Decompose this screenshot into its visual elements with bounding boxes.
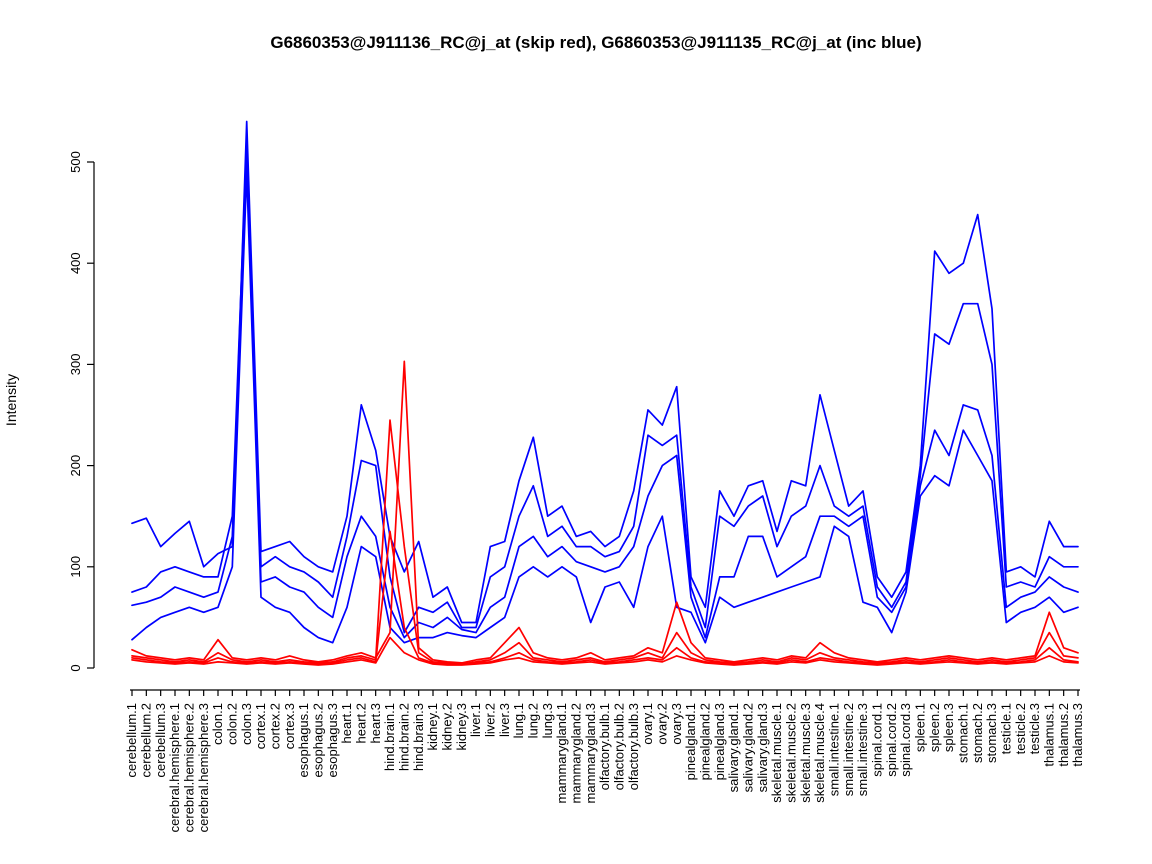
svg-text:spleen.1: spleen.1	[913, 703, 928, 752]
svg-text:cerebellum.3: cerebellum.3	[153, 703, 168, 777]
svg-text:hind.brain.3: hind.brain.3	[411, 703, 426, 771]
svg-text:colon.1: colon.1	[210, 703, 225, 745]
y-axis-label: Intensity	[3, 374, 19, 426]
svg-text:cerebral.hemisphere.2: cerebral.hemisphere.2	[182, 703, 197, 832]
svg-text:pinealgland.1: pinealgland.1	[683, 703, 698, 780]
svg-text:lung.1: lung.1	[511, 703, 526, 738]
svg-text:spinal.cord.3: spinal.cord.3	[898, 703, 913, 777]
svg-text:mammarygland.2: mammarygland.2	[569, 703, 584, 803]
svg-text:lung.3: lung.3	[540, 703, 555, 738]
svg-text:testicle.3: testicle.3	[1027, 703, 1042, 754]
svg-text:colon.2: colon.2	[225, 703, 240, 745]
svg-text:cortex.1: cortex.1	[253, 703, 268, 749]
svg-text:100: 100	[68, 556, 83, 578]
svg-text:liver.2: liver.2	[483, 703, 498, 737]
plot-title: G6860353@J911136_RC@j_at (skip red), G68…	[270, 33, 921, 52]
svg-text:heart.1: heart.1	[339, 703, 354, 743]
svg-text:esophagus.3: esophagus.3	[325, 703, 340, 777]
svg-text:testicle.1: testicle.1	[999, 703, 1014, 754]
svg-text:cortex.2: cortex.2	[268, 703, 283, 749]
svg-text:cortex.3: cortex.3	[282, 703, 297, 749]
svg-text:ovary.2: ovary.2	[655, 703, 670, 745]
svg-text:ovary.3: ovary.3	[669, 703, 684, 745]
svg-text:cerebral.hemisphere.1: cerebral.hemisphere.1	[167, 703, 182, 832]
svg-text:spinal.cord.1: spinal.cord.1	[870, 703, 885, 777]
svg-text:salivary.gland.3: salivary.gland.3	[755, 703, 770, 792]
svg-text:thalamus.1: thalamus.1	[1042, 703, 1057, 767]
svg-text:liver.1: liver.1	[468, 703, 483, 737]
svg-text:mammarygland.1: mammarygland.1	[554, 703, 569, 803]
svg-text:salivary.gland.1: salivary.gland.1	[726, 703, 741, 792]
svg-text:esophagus.2: esophagus.2	[311, 703, 326, 777]
svg-text:kidney.1: kidney.1	[425, 703, 440, 750]
svg-text:cerebral.hemisphere.3: cerebral.hemisphere.3	[196, 703, 211, 832]
svg-text:500: 500	[68, 151, 83, 173]
svg-text:kidney.3: kidney.3	[454, 703, 469, 750]
svg-text:ovary.1: ovary.1	[640, 703, 655, 745]
svg-text:pinealgland.3: pinealgland.3	[712, 703, 727, 780]
svg-text:salivary.gland.2: salivary.gland.2	[741, 703, 756, 792]
svg-text:cerebellum.2: cerebellum.2	[139, 703, 154, 777]
svg-text:thalamus.2: thalamus.2	[1056, 703, 1071, 767]
svg-text:small.intestine.1: small.intestine.1	[827, 703, 842, 796]
svg-text:kidney.2: kidney.2	[440, 703, 455, 750]
svg-text:colon.3: colon.3	[239, 703, 254, 745]
svg-text:400: 400	[68, 252, 83, 274]
svg-text:testicle.2: testicle.2	[1013, 703, 1028, 754]
svg-text:small.intestine.2: small.intestine.2	[841, 703, 856, 796]
svg-text:liver.3: liver.3	[497, 703, 512, 737]
svg-text:skeletal.muscle.4: skeletal.muscle.4	[812, 703, 827, 803]
svg-text:skeletal.muscle.3: skeletal.muscle.3	[798, 703, 813, 803]
svg-text:skeletal.muscle.2: skeletal.muscle.2	[784, 703, 799, 803]
svg-text:skeletal.muscle.1: skeletal.muscle.1	[769, 703, 784, 803]
svg-text:stomach.2: stomach.2	[970, 703, 985, 763]
svg-text:heart.3: heart.3	[368, 703, 383, 743]
svg-text:thalamus.3: thalamus.3	[1070, 703, 1085, 767]
svg-text:mammarygland.3: mammarygland.3	[583, 703, 598, 803]
svg-text:olfactory.bulb.3: olfactory.bulb.3	[626, 703, 641, 790]
svg-text:small.intestine.3: small.intestine.3	[855, 703, 870, 796]
svg-text:esophagus.1: esophagus.1	[296, 703, 311, 777]
svg-text:0: 0	[68, 664, 83, 671]
svg-text:200: 200	[68, 455, 83, 477]
svg-text:olfactory.bulb.1: olfactory.bulb.1	[597, 703, 612, 790]
axes: cerebellum.1 cerebellum.2 cerebellum.3 cere…	[68, 151, 1085, 832]
svg-text:300: 300	[68, 354, 83, 376]
svg-text:heart.2: heart.2	[354, 703, 369, 743]
data-series	[131, 120, 1079, 666]
svg-text:lung.2: lung.2	[526, 703, 541, 738]
svg-text:spleen.3: spleen.3	[941, 703, 956, 752]
svg-text:spinal.cord.2: spinal.cord.2	[884, 703, 899, 777]
svg-text:hind.brain.2: hind.brain.2	[397, 703, 412, 771]
svg-text:spleen.2: spleen.2	[927, 703, 942, 752]
svg-text:stomach.1: stomach.1	[956, 703, 971, 763]
svg-text:olfactory.bulb.2: olfactory.bulb.2	[612, 703, 627, 790]
svg-text:cerebellum.1: cerebellum.1	[124, 703, 139, 777]
svg-text:stomach.3: stomach.3	[984, 703, 999, 763]
svg-text:hind.brain.1: hind.brain.1	[382, 703, 397, 771]
svg-text:pinealgland.2: pinealgland.2	[698, 703, 713, 780]
